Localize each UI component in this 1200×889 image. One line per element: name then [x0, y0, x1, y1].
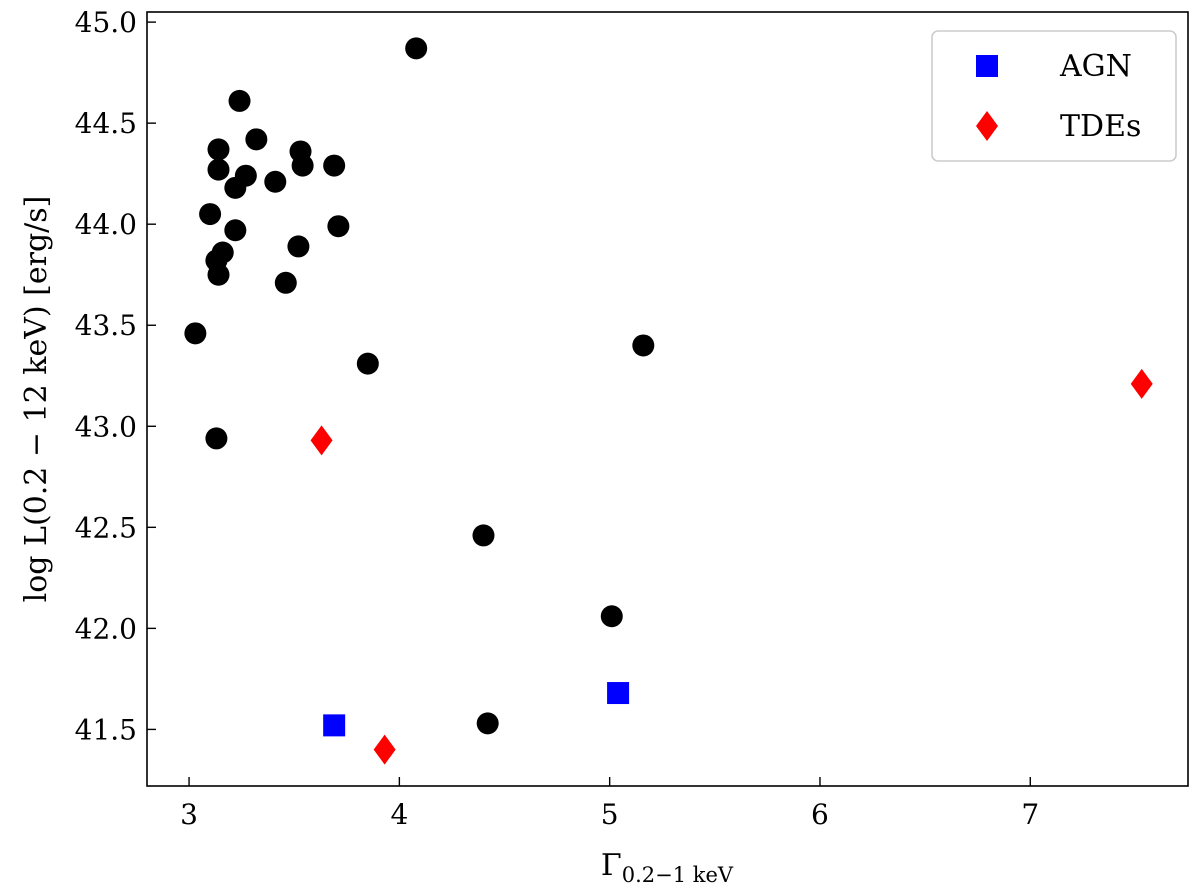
legend-label-tdes: TDEs: [1060, 109, 1141, 144]
x-tick-label: 3: [180, 798, 198, 831]
data-point: [224, 176, 247, 199]
data-point: [207, 158, 230, 181]
x-axis-label: Γ0.2−1 keV: [601, 848, 734, 887]
data-point: [405, 37, 428, 60]
data-point: [245, 128, 268, 151]
data-point: [207, 138, 230, 161]
y-tick-label: 43.0: [75, 410, 137, 443]
y-tick-label: 41.5: [75, 713, 137, 746]
tdes-point: [373, 734, 396, 765]
axis-ticks: 3 4 5 6 7 41.5 42.0 42.5 43.0 43.5 44.0 44.5 45.0: [75, 6, 1040, 831]
legend-marker-tdes: [976, 111, 998, 141]
x-tick-label: 5: [601, 798, 619, 831]
y-tick-label: 43.5: [75, 309, 137, 342]
data-point: [264, 170, 287, 193]
legend-items: AGN TDEs: [976, 49, 1141, 144]
data-point: [472, 524, 495, 547]
data-point: [184, 322, 207, 345]
tdes-point: [1130, 368, 1153, 399]
agn-point: [323, 714, 346, 737]
y-tick-label: 44.0: [75, 208, 137, 241]
y-tick-label: 44.5: [75, 107, 137, 140]
data-point: [476, 712, 499, 735]
data-point: [205, 427, 228, 450]
y-tick-label: 45.0: [75, 6, 137, 39]
x-tick-label: 7: [1021, 798, 1039, 831]
data-point: [274, 271, 297, 294]
data-point: [632, 334, 655, 357]
data-point: [323, 154, 346, 177]
plot-frame: [146, 11, 1189, 787]
y-tick-label: 42.0: [75, 612, 137, 645]
data-point: [207, 263, 230, 286]
data-point: [327, 215, 350, 238]
data-point: [287, 235, 310, 258]
tdes-point: [310, 425, 333, 456]
data-point: [356, 352, 379, 375]
x-tick-label: 6: [811, 798, 829, 831]
data-point: [291, 154, 314, 177]
x-axis-label-subscript: 0.2−1 keV: [622, 863, 734, 887]
data-points: [184, 37, 1153, 765]
data-point: [600, 605, 623, 628]
y-tick-label: 42.5: [75, 511, 137, 544]
data-point: [228, 89, 251, 112]
legend-label-agn: AGN: [1059, 49, 1132, 84]
legend: AGN TDEs: [931, 30, 1177, 162]
data-point: [199, 203, 222, 226]
x-axis-label-main: Γ: [601, 848, 622, 883]
y-axis-label: log L(0.2 − 12 keV) [erg/s]: [19, 196, 54, 603]
data-point: [224, 219, 247, 242]
x-tick-label: 4: [390, 798, 408, 831]
legend-marker-agn: [976, 55, 998, 77]
agn-point: [607, 682, 630, 705]
